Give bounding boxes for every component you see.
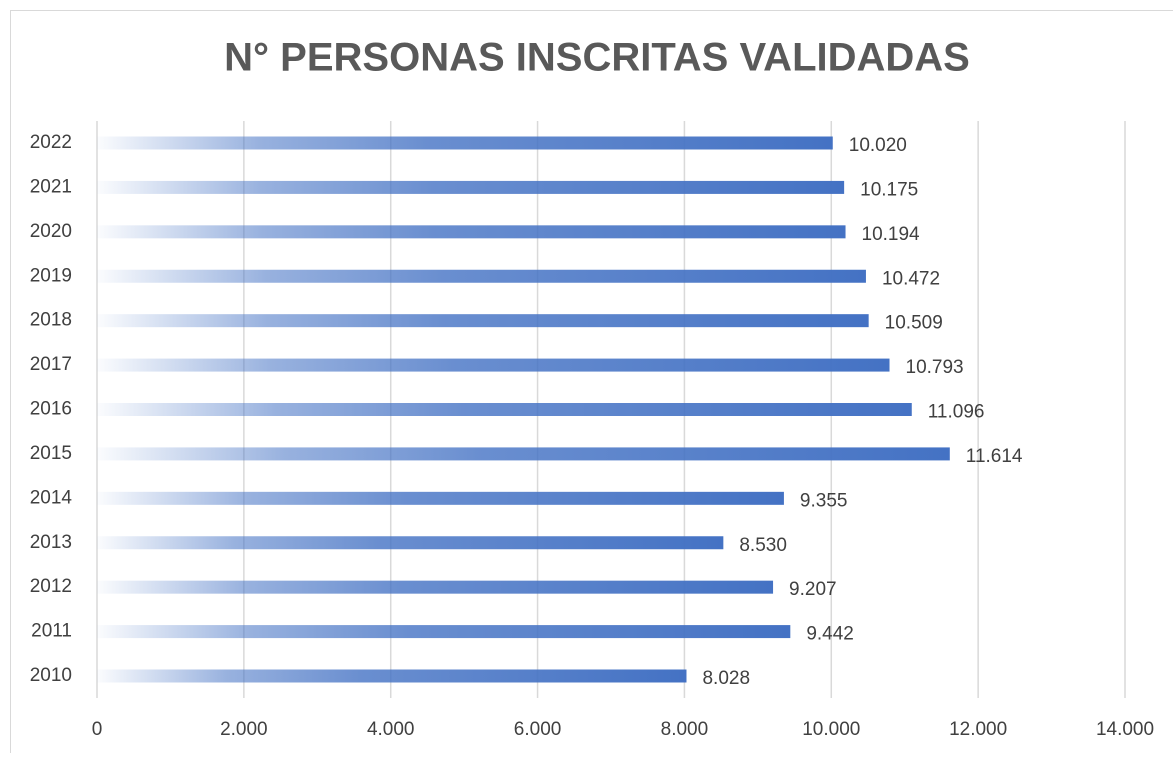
bar	[97, 536, 723, 549]
chart-border	[11, 11, 1173, 754]
bar	[97, 181, 844, 194]
y-tick-label: 2020	[30, 221, 72, 242]
bar	[97, 403, 912, 416]
bar	[97, 625, 790, 638]
data-label: 10.194	[862, 224, 921, 245]
bar	[97, 137, 833, 150]
bar	[97, 314, 869, 327]
y-tick-label: 2022	[30, 132, 72, 153]
data-label: 9.207	[789, 579, 837, 600]
chart-title: N° PERSONAS INSCRITAS VALIDADAS	[224, 36, 970, 80]
y-tick-label: 2018	[30, 310, 72, 331]
y-tick-label: 2011	[31, 621, 72, 642]
y-tick-label: 2012	[30, 576, 72, 597]
x-tick-label: 12.000	[949, 719, 1007, 740]
x-tick-label: 0	[92, 719, 103, 740]
data-label: 9.442	[806, 624, 854, 645]
data-label: 10.793	[906, 357, 964, 378]
data-label: 9.355	[800, 490, 848, 511]
data-label: 8.530	[739, 535, 787, 556]
y-tick-label: 2019	[30, 265, 72, 286]
bar	[97, 225, 846, 238]
bar	[97, 270, 866, 283]
data-label: 10.175	[860, 179, 918, 200]
x-tick-label: 14.000	[1096, 719, 1154, 740]
data-label: 8.028	[702, 668, 750, 689]
x-tick-label: 10.000	[802, 719, 860, 740]
data-label: 10.509	[885, 313, 943, 334]
x-tick-label: 4.000	[367, 719, 415, 740]
data-label: 10.472	[882, 268, 940, 289]
y-tick-label: 2017	[30, 354, 72, 375]
x-tick-label: 8.000	[661, 719, 709, 740]
data-label: 11.614	[966, 446, 1023, 467]
y-tick-label: 2013	[30, 532, 72, 553]
y-tick-label: 2016	[30, 399, 72, 420]
data-label: 10.020	[849, 135, 907, 156]
bar	[97, 670, 686, 683]
y-tick-label: 2014	[30, 487, 73, 508]
y-tick-label: 2015	[30, 443, 72, 464]
x-tick-label: 2.000	[220, 719, 268, 740]
y-tick-label: 2021	[30, 176, 72, 197]
x-tick-label: 6.000	[514, 719, 562, 740]
bar	[97, 359, 890, 372]
bar	[97, 581, 773, 594]
data-label: 11.096	[928, 402, 985, 423]
y-tick-label: 2010	[30, 665, 72, 686]
bar	[97, 447, 950, 460]
bar	[97, 492, 784, 505]
